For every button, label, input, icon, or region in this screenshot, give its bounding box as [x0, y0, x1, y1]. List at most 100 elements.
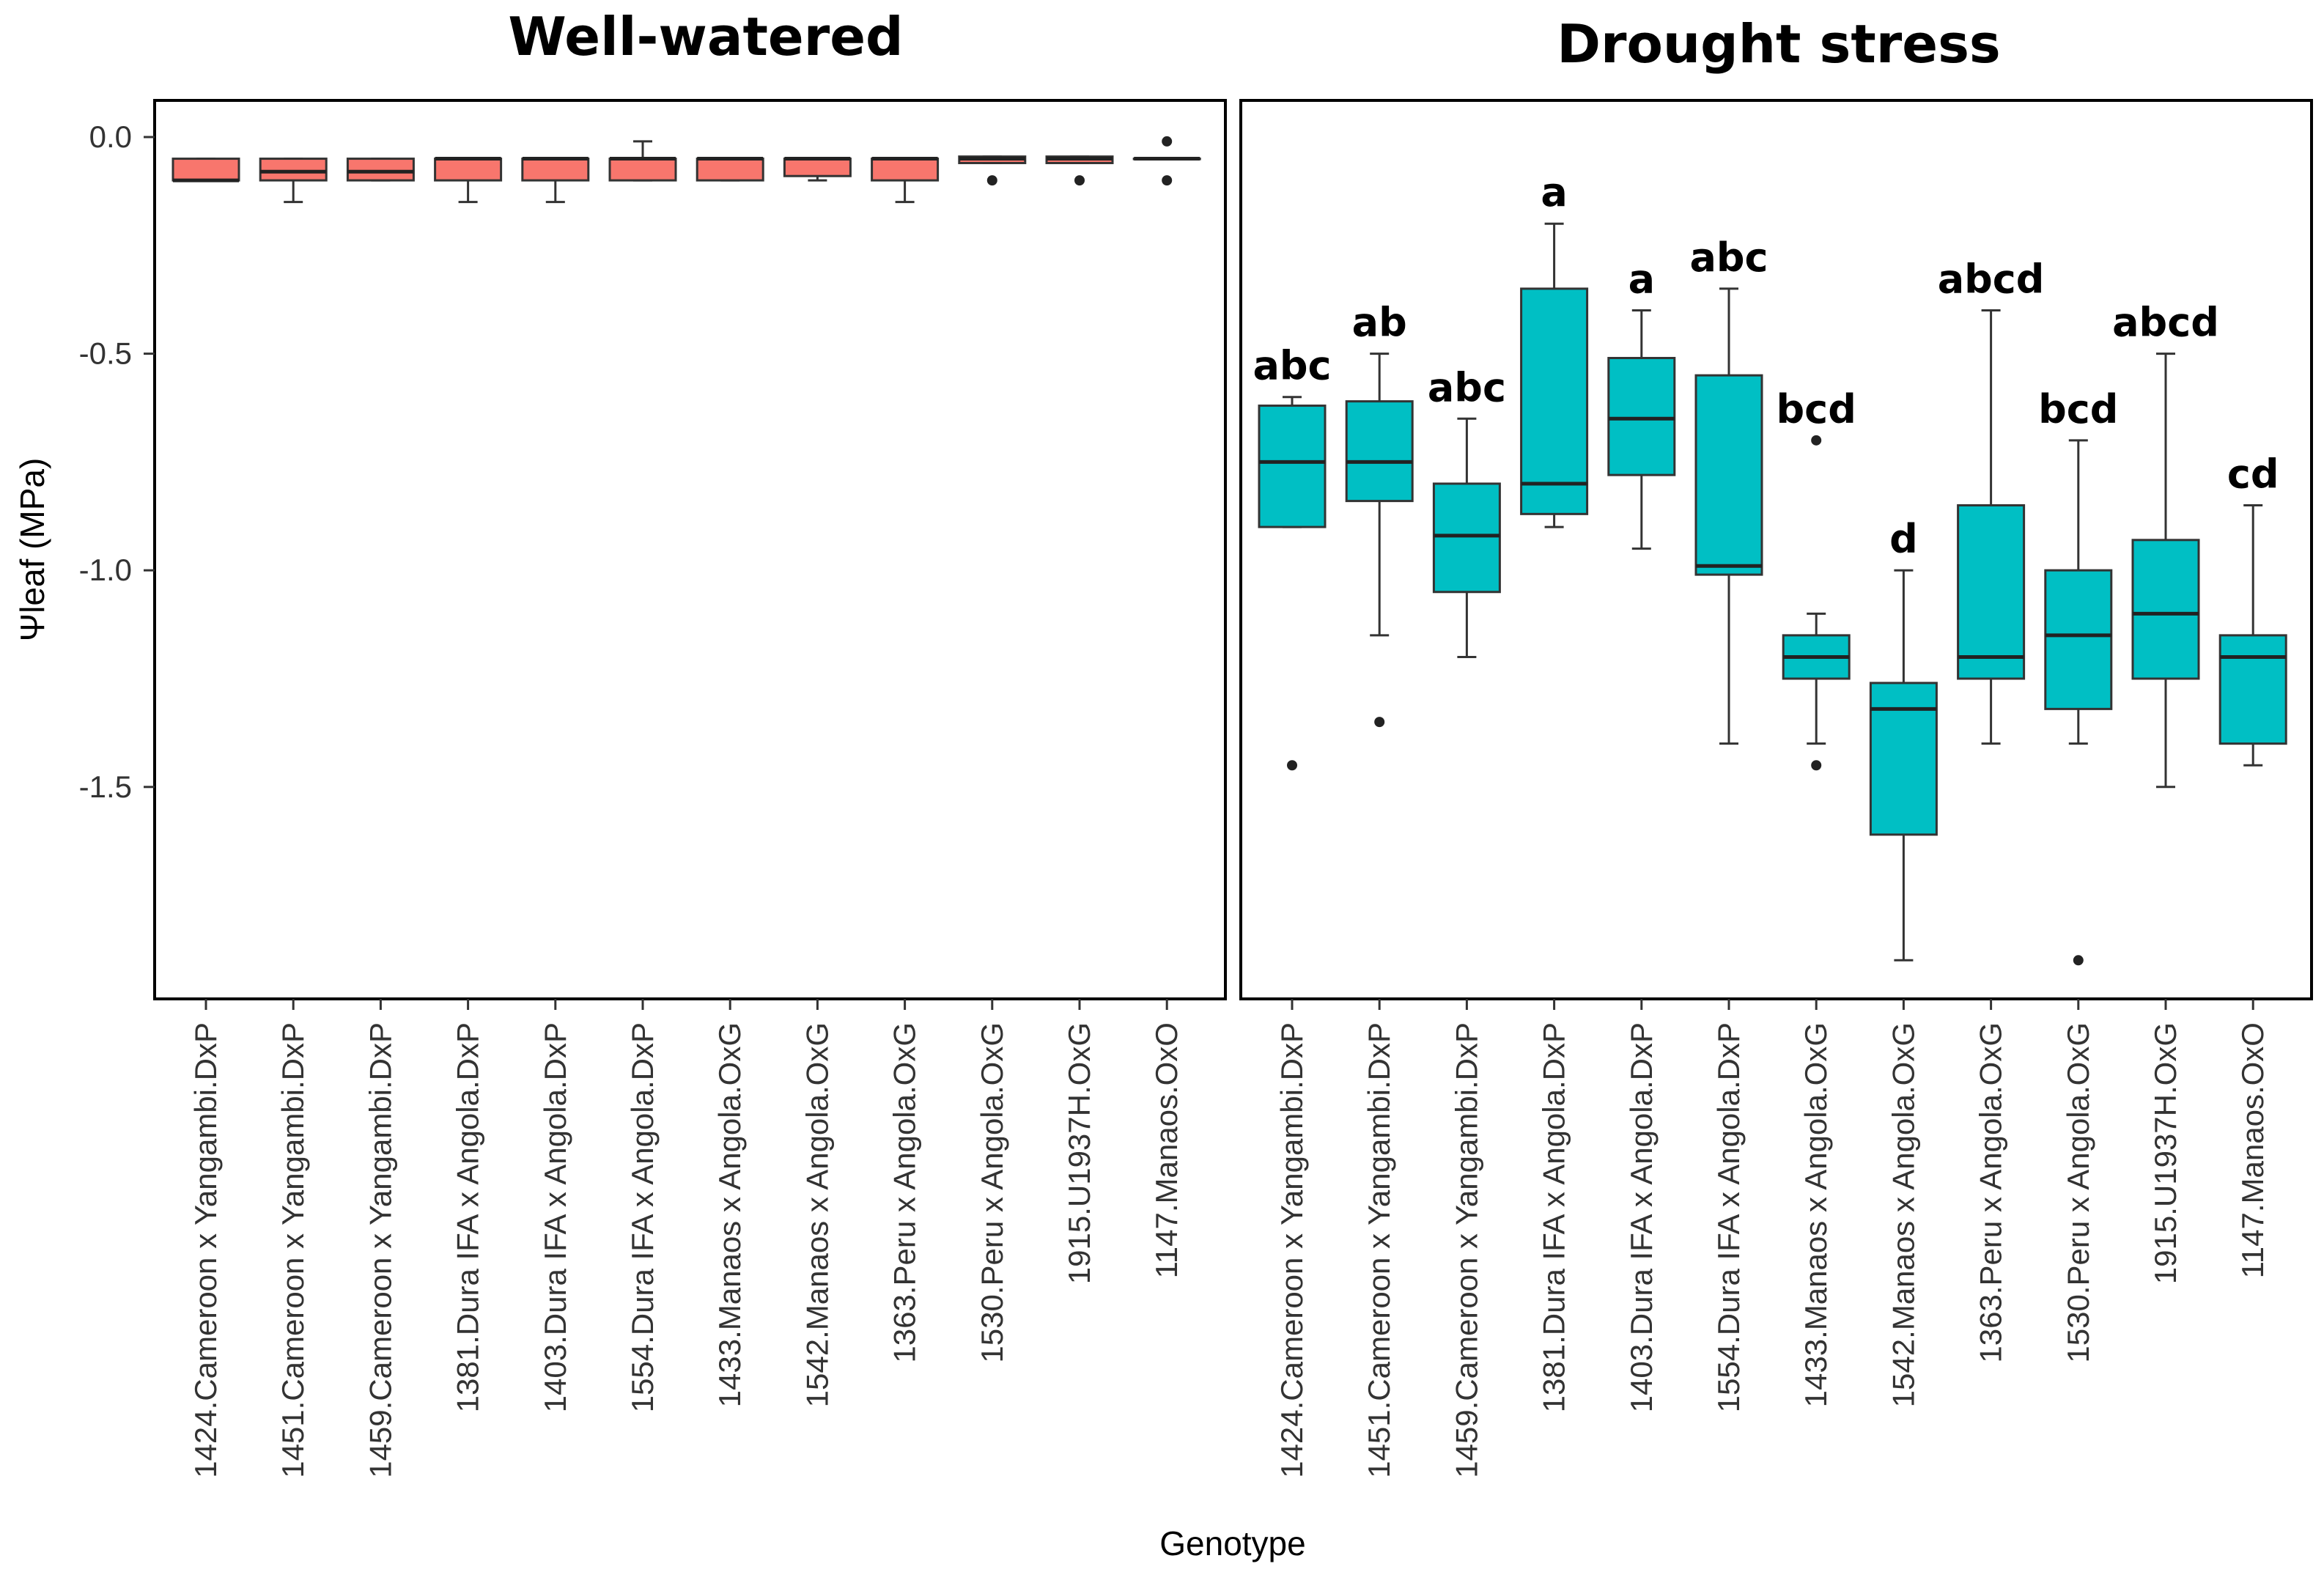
box-iqr	[871, 158, 940, 182]
x-category-label: 1554.Dura IFA x Angola.DxP	[625, 1022, 660, 1412]
outlier-point	[986, 175, 997, 186]
significance-letter: ab	[1352, 300, 1407, 346]
x-category-label: 1542.Manaos x Angola.OxG	[1886, 1022, 1920, 1407]
box-iqr	[434, 158, 503, 182]
box-ww-2	[259, 158, 328, 204]
y-axis: 0.0 -0.5 -1.0 -1.5	[79, 119, 155, 804]
y-tick-label: -0.5	[79, 336, 132, 371]
box-iqr	[608, 158, 677, 182]
box-ds-9	[1957, 309, 2026, 745]
x-category-label: 1451.Cameroon x Yangambi.DxP	[1362, 1022, 1396, 1478]
box-ww-12	[1132, 136, 1201, 186]
x-category-label: 1381.Dura IFA x Angola.DxP	[451, 1022, 485, 1412]
x-category-label: 1530.Peru x Angola.OxG	[2061, 1022, 2095, 1363]
box-iqr	[1345, 400, 1414, 503]
box-ds-11	[2131, 353, 2200, 789]
box-ds-2	[1345, 353, 1414, 728]
box-iqr	[2218, 634, 2287, 745]
outlier-point	[1811, 435, 1822, 446]
significance-letter: cd	[2227, 451, 2279, 498]
x-category-label: 1459.Cameroon x Yangambi.DxP	[363, 1022, 397, 1478]
x-axis-title: Genotype	[1159, 1524, 1305, 1562]
box-ds-10	[2044, 439, 2113, 966]
x-category-label: 1433.Manaos x Angola.OxG	[712, 1022, 747, 1407]
outlier-point	[1074, 175, 1085, 186]
box-iqr	[346, 158, 415, 182]
x-category-label: 1381.Dura IFA x Angola.DxP	[1537, 1022, 1571, 1412]
panel-frame-drought-stress	[1239, 99, 2313, 1000]
box-ww-10	[958, 155, 1027, 186]
significance-letter: bcd	[1777, 386, 1856, 432]
outlier-point	[1811, 760, 1822, 771]
x-category-label: 1915.U1937H.OxG	[1062, 1022, 1096, 1284]
outlier-point	[1374, 717, 1385, 728]
x-category-label: 1147.Manaos.OxO	[2235, 1022, 2270, 1278]
significance-letter: a	[1628, 256, 1655, 302]
x-category-label: 1424.Cameroon x Yangambi.DxP	[188, 1022, 223, 1478]
box-iqr	[521, 158, 590, 182]
x-category-label: 1147.Manaos.OxO	[1149, 1022, 1184, 1278]
box-ds-8	[1869, 569, 1938, 962]
box-ww-9	[871, 157, 940, 204]
outlier-point	[1287, 760, 1297, 771]
significance-letter: a	[1541, 169, 1567, 215]
x-category-label: 1459.Cameroon x Yangambi.DxP	[1449, 1022, 1483, 1478]
panel-well-watered: 1424.Cameroon x Yangambi.DxP 1451.Cameroo…	[171, 136, 1201, 1478]
box-ds-5	[1607, 309, 1676, 550]
box-iqr	[2131, 539, 2200, 680]
box-ds-3	[1432, 417, 1501, 658]
box-ww-1	[171, 158, 240, 182]
box-ww-7	[696, 157, 764, 182]
box-iqr	[1258, 405, 1327, 528]
x-category-label: 1915.U1937H.OxG	[2148, 1022, 2183, 1284]
significance-letter: abcd	[1938, 256, 2045, 302]
x-category-label: 1363.Peru x Angola.OxG	[888, 1022, 922, 1363]
box-ww-3	[346, 158, 415, 182]
box-iqr	[1432, 482, 1501, 594]
panel-frame-well-watered	[153, 99, 1227, 1000]
panel-title-well-watered: Well-watered	[508, 6, 903, 67]
box-iqr	[1607, 357, 1676, 476]
y-tick-label: -1.0	[79, 553, 132, 587]
box-ww-4	[434, 157, 503, 204]
box-ds-7	[1782, 435, 1851, 771]
significance-letter: abc	[1689, 235, 1768, 281]
box-ww-11	[1045, 155, 1114, 186]
box-iqr	[259, 158, 328, 182]
box-ds-1	[1258, 396, 1327, 771]
significance-letter: abcd	[2112, 300, 2219, 346]
significance-letter: bcd	[2038, 386, 2118, 432]
y-tick-label: 0.0	[89, 119, 132, 154]
box-iqr	[783, 158, 852, 177]
x-category-label: 1433.Manaos x Angola.OxG	[1799, 1022, 1833, 1407]
box-iqr	[1957, 504, 2026, 680]
box-iqr	[696, 158, 764, 182]
box-iqr	[1520, 287, 1589, 515]
x-category-label: 1424.Cameroon x Yangambi.DxP	[1274, 1022, 1309, 1478]
significance-letter: abc	[1253, 343, 1331, 389]
box-ww-6	[608, 140, 677, 182]
box-ww-8	[783, 157, 852, 182]
x-category-label: 1554.Dura IFA x Angola.DxP	[1711, 1022, 1746, 1412]
outlier-point	[1162, 175, 1173, 186]
x-category-label: 1530.Peru x Angola.OxG	[975, 1022, 1009, 1363]
y-tick-label: -1.5	[79, 770, 132, 804]
panel-title-drought-stress: Drought stress	[1557, 13, 2001, 75]
box-iqr	[1694, 374, 1763, 576]
box-ww-5	[521, 157, 590, 204]
x-category-label: 1363.Peru x Angola.OxG	[1974, 1022, 2008, 1363]
y-axis-title: Ψleaf (MPa)	[13, 458, 51, 642]
x-category-label: 1403.Dura IFA x Angola.DxP	[538, 1022, 572, 1412]
box-iqr	[2044, 569, 2113, 710]
box-ds-6	[1694, 287, 1763, 745]
significance-letter: d	[1889, 516, 1918, 562]
x-category-label: 1403.Dura IFA x Angola.DxP	[1624, 1022, 1659, 1412]
box-iqr	[171, 158, 240, 182]
significance-letter: abc	[1428, 364, 1506, 410]
x-category-label: 1542.Manaos x Angola.OxG	[800, 1022, 834, 1407]
outlier-point	[1162, 136, 1173, 147]
panel-drought-stress: abc 1424.Cameroon x Yangambi.DxP ab 1451.Ca…	[1253, 169, 2287, 1478]
x-category-label: 1451.Cameroon x Yangambi.DxP	[276, 1022, 310, 1478]
box-ds-4	[1520, 222, 1589, 528]
